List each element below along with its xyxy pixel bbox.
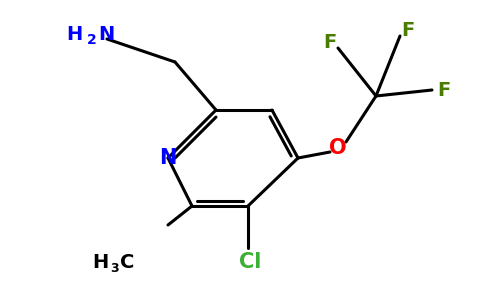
Text: O: O bbox=[329, 138, 347, 158]
Text: F: F bbox=[323, 32, 337, 52]
Text: N: N bbox=[98, 26, 114, 44]
Text: 3: 3 bbox=[110, 262, 119, 275]
Text: F: F bbox=[438, 80, 451, 100]
Text: F: F bbox=[401, 20, 415, 40]
Text: N: N bbox=[159, 148, 177, 168]
Text: 2: 2 bbox=[87, 33, 97, 47]
Text: Cl: Cl bbox=[239, 252, 261, 272]
Text: H: H bbox=[92, 253, 108, 272]
Text: H: H bbox=[67, 26, 83, 44]
Text: C: C bbox=[120, 253, 135, 272]
